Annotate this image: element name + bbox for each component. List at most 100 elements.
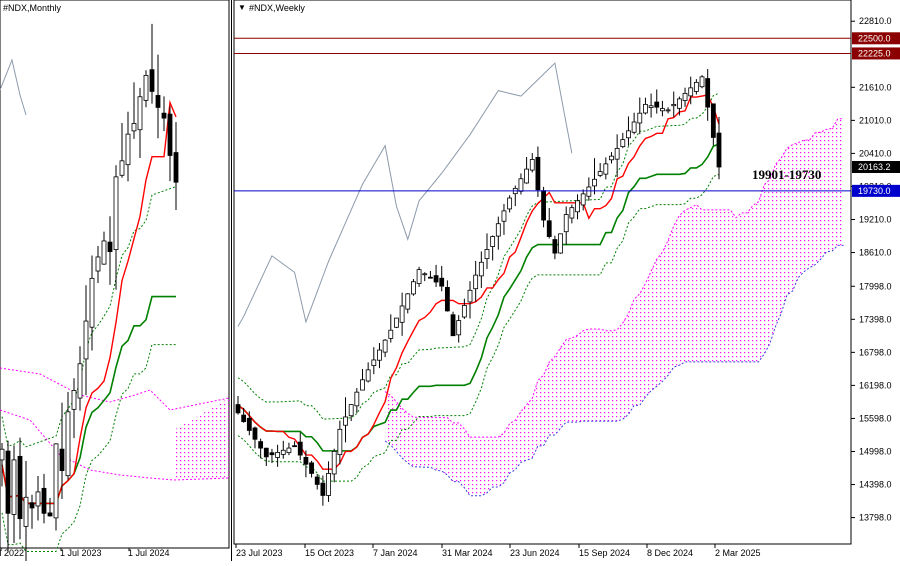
monthly-candle-up [131,123,137,132]
monthly-candle-down [161,112,167,119]
price-tick-label: 19210.0 [859,215,892,225]
price-tick-label: 15598.0 [859,413,892,423]
monthly-candle-up [71,390,77,410]
weekly-candle-up [382,339,388,353]
monthly-tick-label: 1 Jul 2023 [60,548,102,558]
weekly-candle-up [660,108,665,112]
monthly-candle-down [29,502,35,509]
weekly-candle-up [699,76,705,88]
weekly-candle-up [665,109,671,112]
monthly-candle-up [89,277,95,328]
weekly-candle-up [575,200,580,213]
weekly-candle-up [326,473,331,496]
weekly-candle-down [716,132,722,168]
kijun-lower-band [237,173,720,482]
monthly-candle-up [125,133,131,166]
price-tick-label: 14998.0 [859,446,892,456]
weekly-candle-up [631,121,637,133]
monthly-chikou [0,58,27,116]
weekly-candle-up [643,103,648,114]
price-tick-label: 16198.0 [859,380,892,390]
level-badge-label: 22500.0 [858,33,891,43]
weekly-candle-down [444,286,450,312]
weekly-candle-down [710,103,716,138]
monthly-candle-up [101,240,107,265]
weekly-candle-up [671,103,677,107]
monthly-tick-label: Jul 2022 [0,548,24,558]
weekly-price-axis: 22810.021610.021010.020410.019810.019210… [851,16,900,523]
weekly-candle-up [529,159,535,171]
weekly-candle-down [535,156,541,191]
weekly-candle-up [688,87,694,97]
monthly-candle-up [137,96,143,131]
price-tick-label: 17398.0 [859,314,892,324]
weekly-candle-up [411,281,416,295]
monthly-span-a [0,367,230,411]
weekly-candle-up [580,193,586,206]
time-tick-label: 7 Jan 2024 [373,548,418,558]
weekly-candle-down [552,239,558,254]
weekly-candle-up [331,450,337,475]
monthly-candle-up [23,496,29,527]
weekly-candle-up [592,178,597,187]
level-badge-1 [852,47,900,60]
chikou-line [237,62,573,327]
weekly-candle-up [693,81,699,92]
monthly-candle-up [113,176,119,250]
price-tick-label: 13798.0 [859,513,892,523]
monthly-candle-down [5,450,11,514]
weekly-candle-down [541,190,546,221]
monthly-candle-down [155,95,161,108]
weekly-candle-down [705,78,711,108]
weekly-candle-down [654,101,660,108]
weekly-candle-down [297,441,303,456]
weekly-candle-down [303,456,309,465]
price-tick-label: 21610.0 [859,82,892,92]
level-badge-label: 22225.0 [858,48,891,58]
weekly-candle-up [518,178,524,192]
monthly-title: #NDX,Monthly [3,3,62,13]
weekly-candle-up [343,416,348,426]
weekly-candle-up [405,293,411,310]
weekly-dropdown-icon[interactable]: ▼ [238,3,246,12]
time-tick-label: 23 Jun 2024 [510,548,560,558]
time-tick-label: 2 Mar 2025 [715,548,761,558]
weekly-candle-down [241,414,247,423]
monthly-tick-label: 1 Jul 2024 [128,548,170,558]
weekly-candle-down [246,417,252,431]
weekly-candle-down [235,404,241,414]
weekly-candle-down [263,447,269,458]
monthly-candle-down [47,512,53,517]
weekly-candle-up [603,163,609,175]
monthly-candle-down [107,241,113,253]
time-tick-label: 15 Oct 2023 [305,548,354,558]
price-tick-label: 14398.0 [859,480,892,490]
weekly-candle-down [309,462,314,474]
weekly-candle-up [365,369,371,382]
weekly-candle-up [456,320,462,336]
monthly-candle-up [65,411,71,477]
weekly-candle-up [394,317,399,328]
weekly-candle-down [439,277,445,287]
monthly-plot [0,23,230,566]
weekly-candle-up [416,269,422,284]
monthly-candle-up [0,448,5,461]
weekly-candle-down [258,441,264,449]
weekly-candle-down [450,314,456,337]
weekly-candle-up [275,452,281,458]
weekly-candle-down [546,220,552,237]
weekly-candle-up [495,223,501,237]
time-tick-label: 15 Sep 2024 [579,548,630,558]
weekly-candle-up [524,168,529,184]
weekly-plot [234,37,851,506]
monthly-candle-up [83,320,89,360]
weekly-candle-up [614,148,620,160]
weekly-candle-up [609,155,614,161]
monthly-cloud [174,398,229,480]
weekly-candle-up [399,305,405,323]
price-tick-label: 20410.0 [859,148,892,158]
price-tick-label: 21010.0 [859,115,892,125]
weekly-candle-down [252,427,258,440]
monthly-candle-down [59,448,65,471]
monthly-candle-up [53,443,59,519]
